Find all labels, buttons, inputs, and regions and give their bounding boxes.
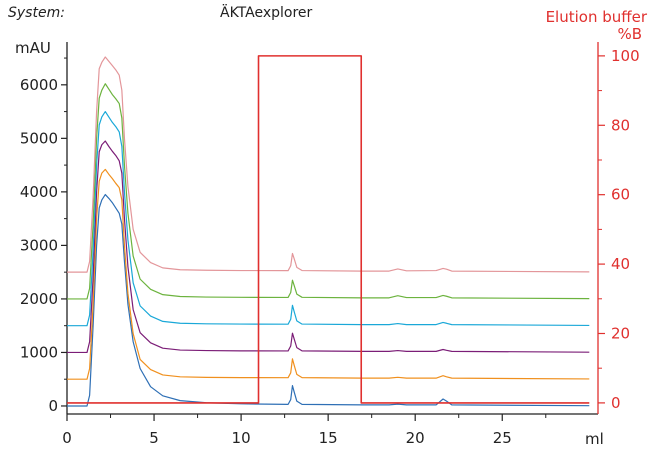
left-tick-label: 1000 [20,343,58,361]
uv-trace-line-4 [67,110,590,327]
left-tick-label: 3000 [20,236,58,254]
series-layer [67,55,590,407]
right-axis-unit: %B [617,25,642,43]
uv-trace-line-1 [67,193,590,407]
system-label: System: [8,5,65,21]
x-tick-label: 0 [62,429,72,447]
right-tick-label: 60 [611,186,630,204]
right-tick-label: 100 [611,47,640,65]
right-tick-label: 0 [611,394,621,412]
left-tick-label: 6000 [20,76,58,94]
x-ticks: 0 5 10 15 20 25 [62,414,547,447]
left-ticks: 0 1000 2000 3000 4000 5000 6000 [20,57,67,415]
left-tick-label: 0 [48,397,58,415]
uv-trace-line-6 [67,56,590,273]
x-tick-label: 20 [406,429,425,447]
uv-trace-line-2 [67,168,590,380]
system-value: ÄKTAexplorer [220,3,313,21]
left-axis-unit: mAU [15,39,51,57]
x-tick-label: 15 [319,429,338,447]
uv-trace-line-3 [67,140,590,354]
x-axis-unit: ml [585,430,604,448]
uv-trace-line-5 [67,83,590,300]
right-tick-label: 20 [611,324,630,342]
x-tick-label: 5 [149,429,159,447]
left-tick-label: 4000 [20,183,58,201]
x-tick-label: 25 [493,429,512,447]
right-tick-label: 80 [611,116,630,134]
right-ticks: 0 20 40 60 80 100 [598,47,640,412]
right-tick-label: 40 [611,255,630,273]
elution-buffer-line-7 [67,55,590,404]
left-tick-label: 2000 [20,290,58,308]
right-axis-title: Elution buffer [546,8,648,26]
left-tick-label: 5000 [20,129,58,147]
x-tick-label: 10 [232,429,251,447]
